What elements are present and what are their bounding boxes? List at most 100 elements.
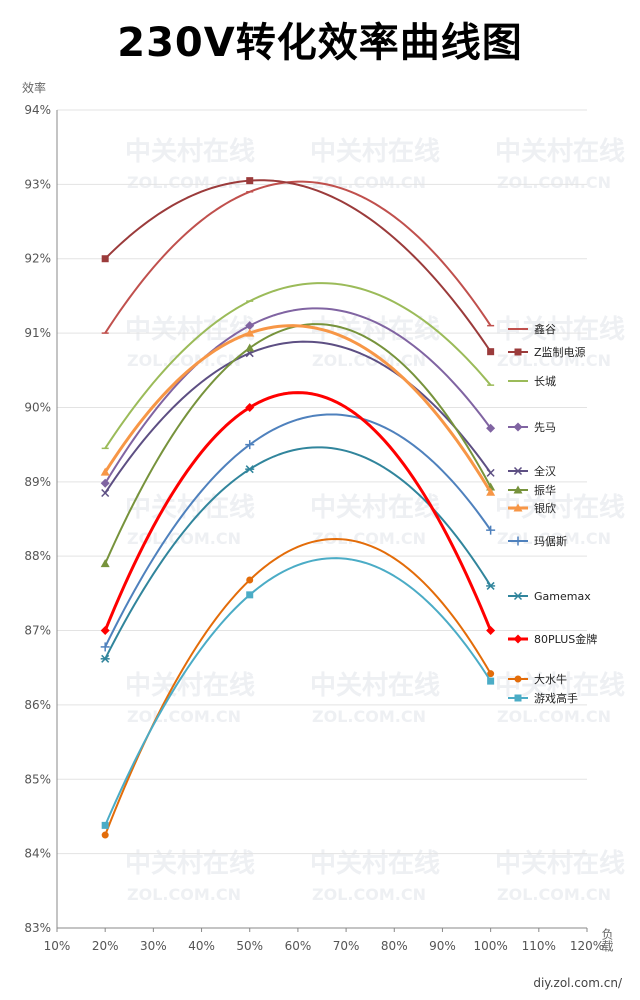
watermark-text: 中关村在线 xyxy=(310,493,440,523)
y-axis-title: 效率 xyxy=(22,80,46,95)
data-point xyxy=(101,831,109,839)
series-line xyxy=(104,282,492,449)
data-point xyxy=(513,466,523,476)
x-tick-label: 40% xyxy=(188,939,215,953)
series-line xyxy=(104,446,492,660)
watermark-text: ZOL.COM.CN xyxy=(127,707,241,726)
watermark-text: ZOL.COM.CN xyxy=(312,529,426,548)
series-layer xyxy=(100,177,496,839)
data-point xyxy=(245,440,255,450)
source-footer: diy.zol.com.cn/ xyxy=(533,976,622,990)
watermark-text: ZOL.COM.CN xyxy=(312,351,426,370)
x-axis-title: 负载 xyxy=(600,928,614,953)
data-point xyxy=(514,675,522,683)
series-line xyxy=(104,538,492,836)
y-tick-label: 84% xyxy=(24,847,51,861)
series-6 xyxy=(100,324,496,496)
legend-item: 80PLUS金牌 xyxy=(508,632,597,646)
data-point xyxy=(487,670,495,678)
watermark-text: 中关村在线 xyxy=(310,315,440,345)
watermark-text: 中关村在线 xyxy=(125,137,255,167)
y-tick-label: 91% xyxy=(24,326,51,340)
x-tick-label: 20% xyxy=(92,939,119,953)
y-tick-label: 92% xyxy=(24,252,51,266)
watermark-text: ZOL.COM.CN xyxy=(312,707,426,726)
data-point xyxy=(486,581,496,590)
data-point xyxy=(486,487,496,496)
x-tick-label: 30% xyxy=(140,939,167,953)
legend-label: 先马 xyxy=(534,421,556,434)
legend-label: 玛倨斯 xyxy=(534,534,567,548)
data-point xyxy=(245,321,255,331)
data-point xyxy=(100,478,110,488)
legend-label: Z监制电源 xyxy=(534,345,586,359)
x-tick-label: 60% xyxy=(285,939,312,953)
data-point xyxy=(100,626,110,636)
y-tick-label: 93% xyxy=(24,177,51,191)
watermark-text: ZOL.COM.CN xyxy=(127,173,241,192)
series-line xyxy=(103,324,492,494)
legend-label: 80PLUS金牌 xyxy=(534,632,597,646)
data-point xyxy=(245,328,255,337)
x-tick-label: 70% xyxy=(333,939,360,953)
x-tick-label: 100% xyxy=(473,939,507,953)
legend-label: 银欣 xyxy=(534,501,556,515)
watermark-text: ZOL.COM.CN xyxy=(312,885,426,904)
legend-item: 先马 xyxy=(508,421,556,434)
series-0 xyxy=(101,180,495,334)
x-tick-label: 90% xyxy=(429,939,456,953)
data-point xyxy=(487,677,495,685)
legend-item: 鑫谷 xyxy=(508,322,556,336)
data-point xyxy=(246,576,254,584)
series-line xyxy=(104,179,492,353)
watermark-text: ZOL.COM.CN xyxy=(497,351,611,370)
data-point xyxy=(101,821,109,829)
data-point xyxy=(513,634,523,644)
legend-label: 振华 xyxy=(534,483,556,497)
legend-label: 全汉 xyxy=(534,464,556,478)
data-point-stroke xyxy=(486,468,495,477)
series-4 xyxy=(101,340,495,498)
legend-item: 全汉 xyxy=(508,464,556,478)
y-tick-label: 88% xyxy=(24,549,51,563)
legend-label: 游戏高手 xyxy=(534,691,578,705)
watermark-text: ZOL.COM.CN xyxy=(312,173,426,192)
y-tick-label: 85% xyxy=(24,772,51,786)
data-point xyxy=(245,402,255,412)
watermark-text: ZOL.COM.CN xyxy=(497,173,611,192)
data-point xyxy=(100,642,110,652)
watermark-text: 中关村在线 xyxy=(310,671,440,701)
data-point xyxy=(245,343,255,352)
legend-item: 游戏高手 xyxy=(508,691,578,705)
data-point xyxy=(486,525,496,535)
series-line xyxy=(104,180,492,334)
legend-item: Z监制电源 xyxy=(508,345,586,359)
watermark-text: ZOL.COM.CN xyxy=(127,351,241,370)
data-point xyxy=(245,465,255,474)
x-tick-label: 10% xyxy=(44,939,71,953)
series-1 xyxy=(101,177,495,356)
data-point xyxy=(513,503,523,512)
y-tick-label: 87% xyxy=(24,624,51,638)
data-point xyxy=(100,559,110,568)
data-point xyxy=(487,348,495,356)
x-tick-label: 120% xyxy=(570,939,604,953)
watermark-text: ZOL.COM.CN xyxy=(127,529,241,548)
series-line xyxy=(103,391,493,632)
data-point xyxy=(513,591,523,601)
y-tick-label: 94% xyxy=(24,103,51,117)
x-tick-label: 50% xyxy=(236,939,263,953)
legend-item: 大水牛 xyxy=(508,672,567,686)
data-point xyxy=(513,485,523,494)
y-tick-label: 90% xyxy=(24,400,51,414)
series-line xyxy=(104,340,492,494)
watermark-layer: 中关村在线 ZOL.COM.CN 中关村在线 ZOL.COM.CN 中关村在线 ZOL.C… xyxy=(125,137,625,904)
data-point xyxy=(101,488,110,498)
data-point xyxy=(513,536,523,546)
series-2 xyxy=(101,282,495,450)
series-9 xyxy=(100,391,496,636)
watermark-text: 中关村在线 xyxy=(125,671,255,701)
series-10 xyxy=(101,538,495,839)
